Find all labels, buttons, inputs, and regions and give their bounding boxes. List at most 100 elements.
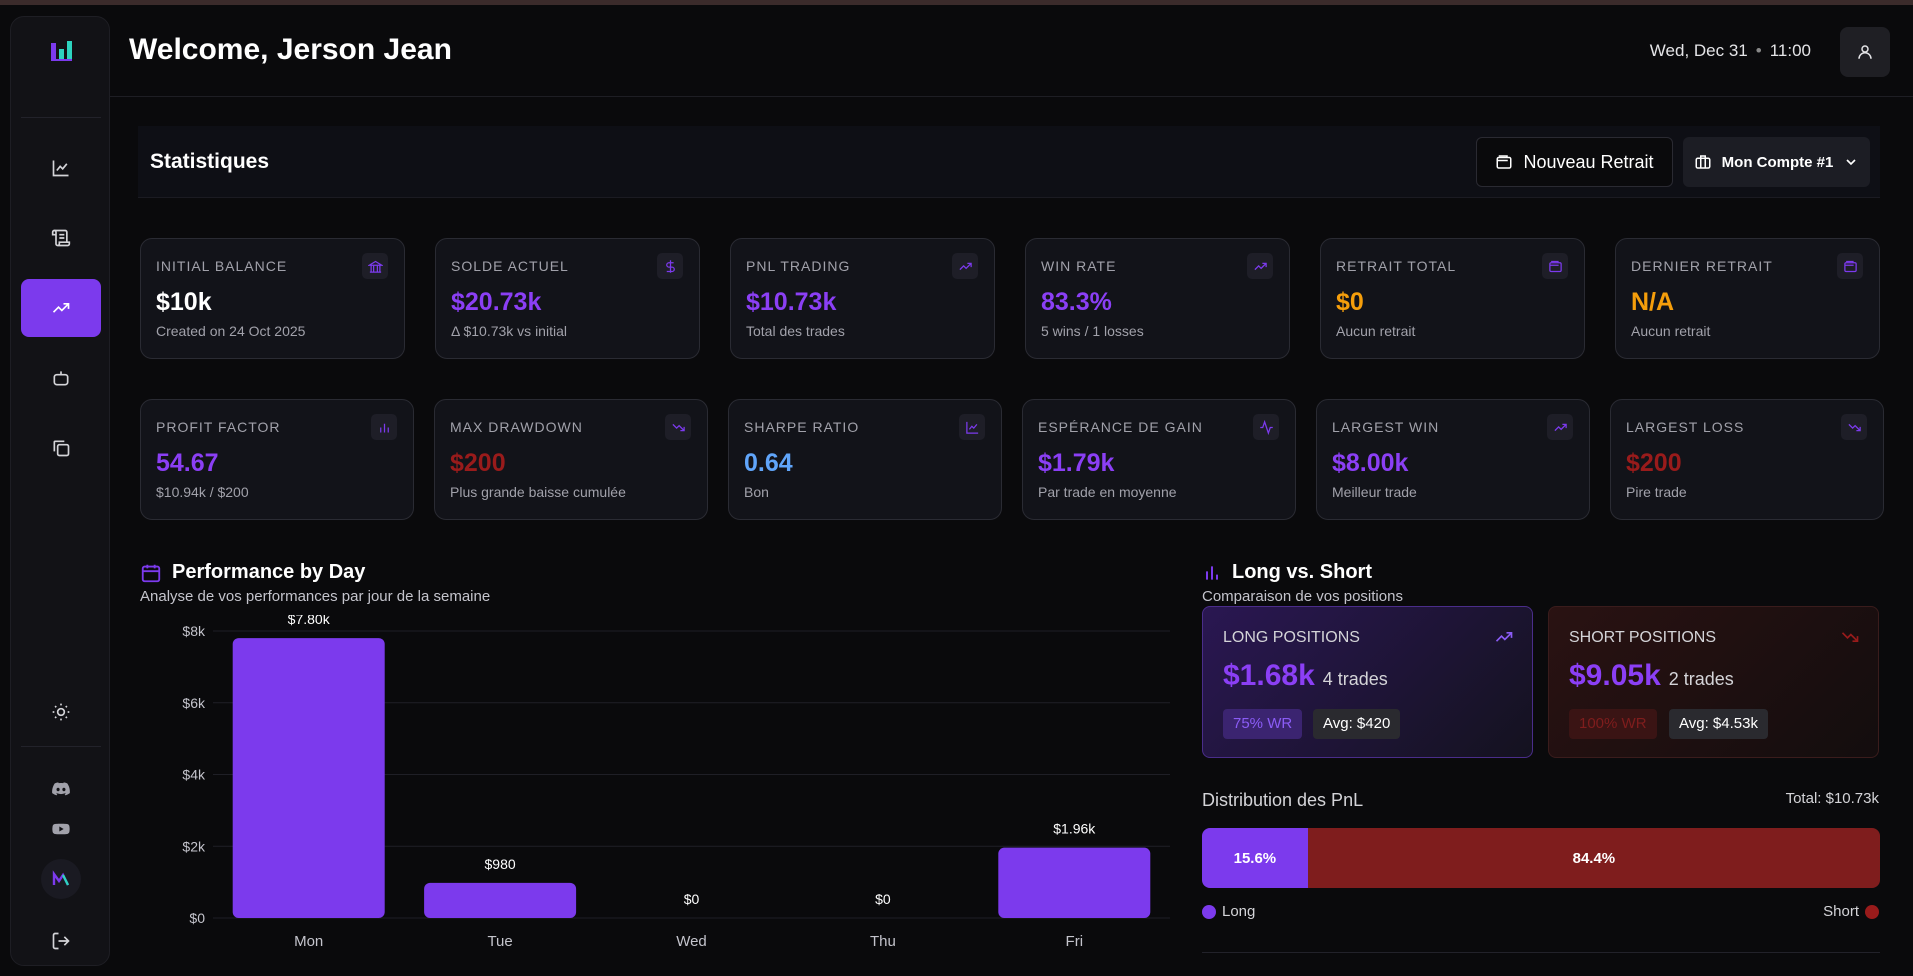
bar-chart-icon xyxy=(1206,565,1218,580)
bar-fri[interactable] xyxy=(998,847,1151,918)
trending-up-icon xyxy=(1495,632,1513,642)
short-winrate-badge: 100% WR xyxy=(1569,709,1657,739)
page-title: Welcome, Jerson Jean xyxy=(129,33,452,66)
discord-link[interactable] xyxy=(21,769,101,809)
wallet-icon xyxy=(1496,155,1512,169)
y-tick-label: $0 xyxy=(189,910,205,926)
calendar-icon xyxy=(141,564,161,582)
short-positions-label: SHORT POSITIONS xyxy=(1569,629,1716,646)
sun-icon xyxy=(52,703,70,721)
window-top-border xyxy=(0,0,1913,5)
sidebar-item-dashboard[interactable] xyxy=(21,139,101,197)
x-tick-label: Tue xyxy=(487,933,512,950)
stat-value: $10k xyxy=(156,288,212,316)
stat-card: SOLDE ACTUEL $20.73k Δ $10.73k vs initial xyxy=(435,238,700,359)
data-label: $7.80k xyxy=(288,615,331,627)
bar-chart: $0 $2k $4k $6k $8k $7.80k Mon $980 Tue $0 Wed $0 Thu… xyxy=(182,611,1170,950)
longshort-subtitle: Comparaison de vos positions xyxy=(1202,588,1403,605)
avatar[interactable] xyxy=(41,859,81,899)
stat-label: INITIAL BALANCE xyxy=(156,258,288,274)
account-label: Mon Compte #1 xyxy=(1721,153,1834,171)
stat-value: N/A xyxy=(1631,288,1675,316)
theme-toggle[interactable] xyxy=(21,683,101,741)
stat-card: SHARPE RATIO 0.64 Bon xyxy=(728,399,1002,520)
stat-value: $20.73k xyxy=(451,288,542,316)
stat-card: INITIAL BALANCE $10k Created on 24 Oct 202… xyxy=(140,238,405,359)
stat-subtext: Plus grande baisse cumulée xyxy=(450,484,626,500)
activity-icon xyxy=(1253,414,1279,440)
sidebar-item-bot[interactable] xyxy=(21,349,101,407)
long-amount: $1.68k xyxy=(1223,659,1315,692)
performance-header: Performance by Day xyxy=(140,561,365,584)
stat-label: PROFIT FACTOR xyxy=(156,419,281,435)
account-select[interactable]: Mon Compte #1 xyxy=(1683,137,1870,187)
legend-short: Short xyxy=(1823,903,1879,920)
distribution-total: Total: $10.73k xyxy=(1785,790,1879,807)
stat-subtext: Bon xyxy=(744,484,769,500)
top-header: Welcome, Jerson Jean Wed, Dec 31 • 11:00 xyxy=(110,5,1913,97)
sidebar-item-journal[interactable] xyxy=(21,209,101,267)
trending-up-icon xyxy=(1547,414,1573,440)
legend-long-label: Long xyxy=(1222,903,1256,920)
youtube-link[interactable] xyxy=(21,809,101,849)
trending-up-icon xyxy=(1247,253,1273,279)
stat-card: PROFIT FACTOR 54.67 $10.94k / $200 xyxy=(140,399,414,520)
stat-subtext: Par trade en moyenne xyxy=(1038,484,1177,500)
stat-label: LARGEST WIN xyxy=(1332,419,1440,435)
youtube-icon xyxy=(52,823,70,835)
bot-icon xyxy=(53,371,69,386)
separator-dot: • xyxy=(1755,41,1762,60)
longshort-header: Long vs. Short xyxy=(1202,561,1372,584)
stat-subtext: Total des trades xyxy=(746,323,845,339)
stat-label: LARGEST LOSS xyxy=(1626,419,1745,435)
stat-card: DERNIER RETRAIT N/A Aucun retrait xyxy=(1615,238,1880,359)
y-tick-label: $6k xyxy=(182,695,206,711)
x-tick-label: Wed xyxy=(676,933,707,950)
short-amount-line: $9.05k 2 trades xyxy=(1569,659,1734,693)
bar-mon[interactable] xyxy=(232,638,385,918)
bank-icon xyxy=(362,253,388,279)
date-time: Wed, Dec 31 • 11:00 xyxy=(1650,41,1811,61)
data-label: $980 xyxy=(485,856,516,872)
short-positions-card: SHORT POSITIONS $9.05k 2 trades 100% WR A… xyxy=(1548,606,1879,758)
legend-long-dot xyxy=(1202,904,1216,919)
scroll-icon xyxy=(51,229,71,247)
trending-down-icon xyxy=(665,414,691,440)
stat-label: SHARPE RATIO xyxy=(744,419,860,435)
sidebar-divider xyxy=(21,746,101,747)
stat-subtext: Pire trade xyxy=(1626,484,1687,500)
sidebar-item-statistics[interactable] xyxy=(21,279,101,337)
x-tick-label: Fri xyxy=(1066,933,1084,950)
stat-subtext: Created on 24 Oct 2025 xyxy=(156,323,306,339)
logout-icon xyxy=(52,932,70,950)
short-avg-badge: Avg: $4.53k xyxy=(1669,709,1768,739)
stat-value: $0 xyxy=(1336,288,1364,316)
distribution-long-segment: 15.6% xyxy=(1202,828,1308,888)
bar-chart-icon xyxy=(371,414,397,440)
long-winrate-badge: 75% WR xyxy=(1223,709,1303,739)
sidebar-item-copy[interactable] xyxy=(21,419,101,477)
stat-subtext: Aucun retrait xyxy=(1336,323,1416,339)
trending-up-icon xyxy=(52,303,70,313)
new-withdrawal-button[interactable]: Nouveau Retrait xyxy=(1476,137,1673,187)
new-withdrawal-label: Nouveau Retrait xyxy=(1523,151,1654,172)
data-label: $1.96k xyxy=(1053,821,1096,837)
bar-tue[interactable] xyxy=(424,882,577,918)
app-logo[interactable] xyxy=(49,37,75,63)
stat-value: $8.00k xyxy=(1332,449,1409,477)
trending-down-icon xyxy=(1841,414,1867,440)
copy-icon xyxy=(53,440,70,457)
y-tick-label: $2k xyxy=(182,838,206,854)
user-menu-button[interactable] xyxy=(1840,27,1890,77)
time-text: 11:00 xyxy=(1769,41,1811,60)
logout-button[interactable] xyxy=(21,921,101,961)
date-text: Wed, Dec 31 xyxy=(1649,41,1748,60)
performance-title: Performance by Day xyxy=(172,561,366,583)
stat-card: RETRAIT TOTAL $0 Aucun retrait xyxy=(1320,238,1585,359)
distribution-title: Distribution des PnL xyxy=(1202,790,1364,810)
stat-card: ESPÉRANCE DE GAIN $1.79k Par trade en moye… xyxy=(1022,399,1296,520)
stat-subtext: Δ $10.73k vs initial xyxy=(451,323,567,339)
data-label: $0 xyxy=(875,891,891,907)
stat-label: DERNIER RETRAIT xyxy=(1631,258,1773,274)
stat-value: 83.3% xyxy=(1041,288,1112,316)
